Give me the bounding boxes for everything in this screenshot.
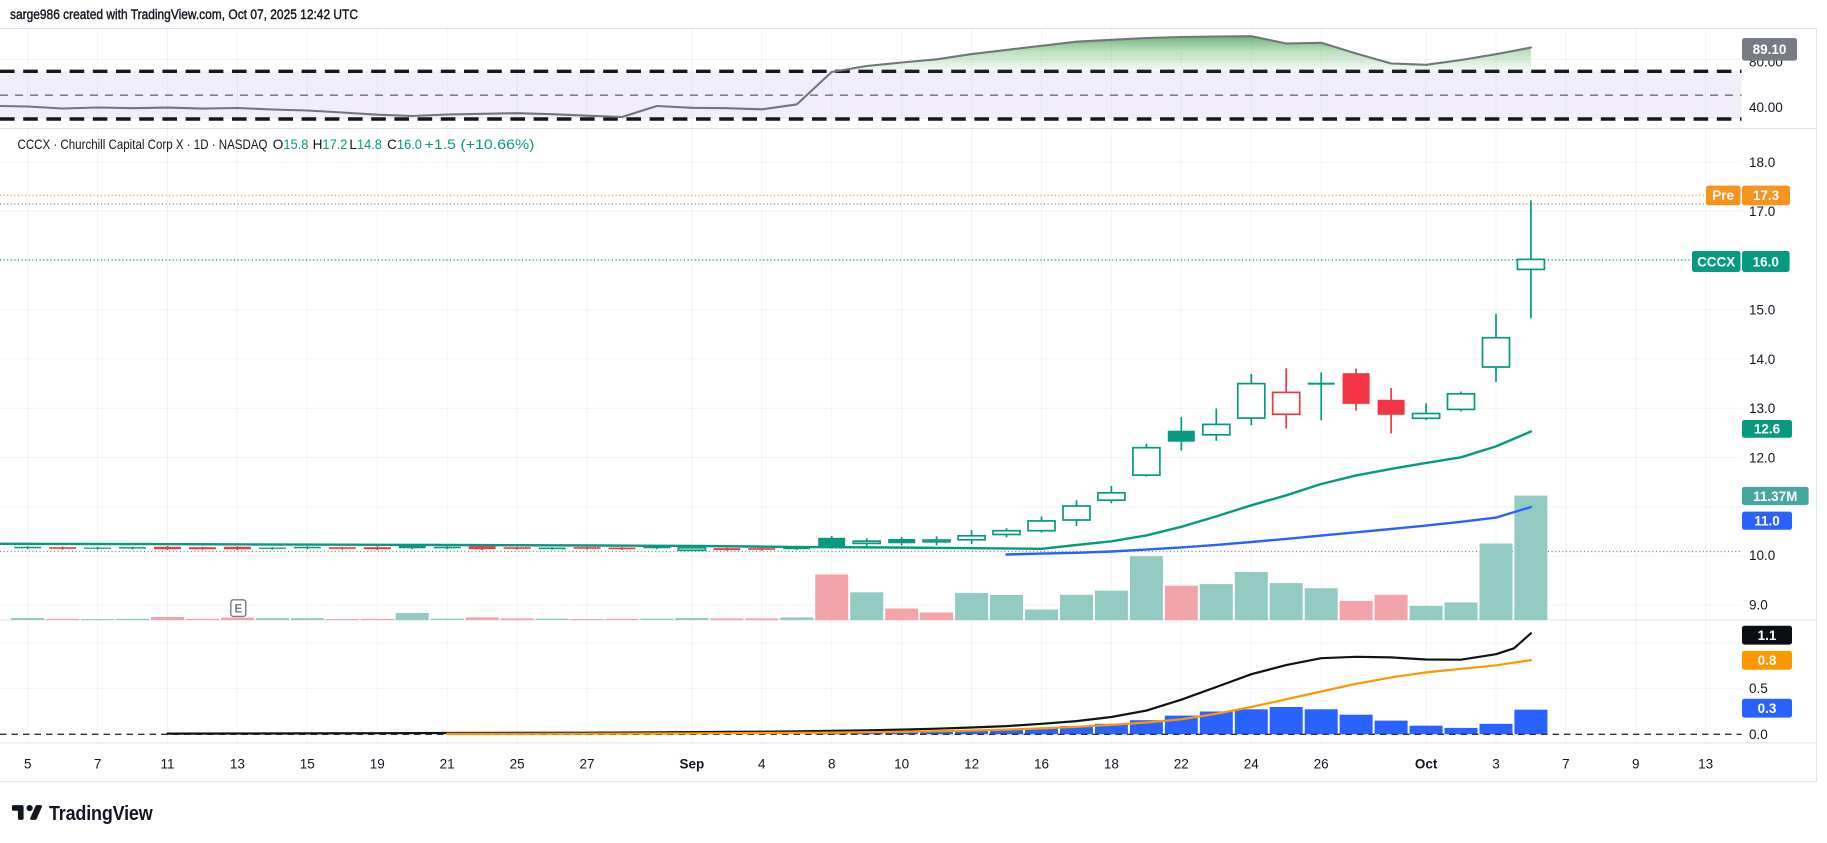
svg-text:15.0: 15.0 — [1749, 303, 1775, 318]
svg-text:10.0: 10.0 — [1749, 548, 1775, 563]
svg-text:8: 8 — [828, 757, 836, 772]
svg-text:12.0: 12.0 — [1749, 450, 1775, 465]
svg-text:11.0: 11.0 — [1754, 514, 1780, 529]
svg-text:E: E — [234, 603, 242, 615]
svg-text:5: 5 — [24, 757, 32, 772]
svg-text:TradingView: TradingView — [49, 802, 153, 825]
svg-text:CCCX: CCCX — [1697, 254, 1735, 269]
svg-text:11: 11 — [160, 757, 174, 772]
svg-text:25: 25 — [510, 757, 525, 772]
svg-text:Oct: Oct — [1415, 757, 1438, 772]
svg-text:27: 27 — [579, 757, 594, 772]
svg-text:89.10: 89.10 — [1753, 42, 1787, 57]
svg-text:17.0: 17.0 — [1749, 204, 1775, 219]
svg-text:13: 13 — [1698, 757, 1713, 772]
svg-text:11.37M: 11.37M — [1753, 489, 1797, 504]
svg-text:18.0: 18.0 — [1749, 155, 1775, 170]
svg-text:40.00: 40.00 — [1749, 100, 1783, 115]
svg-text:7: 7 — [94, 757, 102, 772]
svg-text:17.3: 17.3 — [1753, 188, 1780, 203]
svg-text:7: 7 — [1562, 757, 1570, 772]
svg-text:16.0: 16.0 — [1753, 254, 1779, 269]
svg-text:21: 21 — [440, 757, 455, 772]
svg-text:1.1: 1.1 — [1758, 628, 1777, 643]
svg-text:15: 15 — [300, 757, 315, 772]
svg-text:13.0: 13.0 — [1749, 401, 1775, 416]
svg-text:14.0: 14.0 — [1749, 352, 1775, 367]
svg-text:3: 3 — [1492, 757, 1500, 772]
svg-text:18: 18 — [1104, 757, 1119, 772]
svg-text:CCCX · Churchill Capital Corp: CCCX · Churchill Capital Corp X · 1D · N… — [18, 137, 535, 152]
svg-text:0.0: 0.0 — [1749, 727, 1768, 742]
svg-text:24: 24 — [1244, 757, 1260, 772]
svg-text:9.0: 9.0 — [1749, 598, 1768, 613]
svg-text:16: 16 — [1034, 757, 1049, 772]
svg-text:13: 13 — [230, 757, 245, 772]
svg-text:22: 22 — [1174, 757, 1189, 772]
svg-text:12.6: 12.6 — [1754, 422, 1781, 437]
svg-text:4: 4 — [758, 757, 766, 772]
svg-text:0.3: 0.3 — [1758, 701, 1777, 716]
svg-text:0.8: 0.8 — [1758, 653, 1777, 668]
svg-text:10: 10 — [894, 757, 909, 772]
svg-text:Pre: Pre — [1712, 188, 1734, 203]
svg-text:0.5: 0.5 — [1749, 681, 1768, 696]
svg-text:26: 26 — [1314, 757, 1329, 772]
svg-text:Sep: Sep — [680, 757, 705, 772]
svg-text:19: 19 — [370, 757, 385, 772]
svg-text:9: 9 — [1632, 757, 1640, 772]
svg-text:sarge986 created with TradingV: sarge986 created with TradingView.com, O… — [10, 7, 358, 22]
svg-text:12: 12 — [964, 757, 979, 772]
